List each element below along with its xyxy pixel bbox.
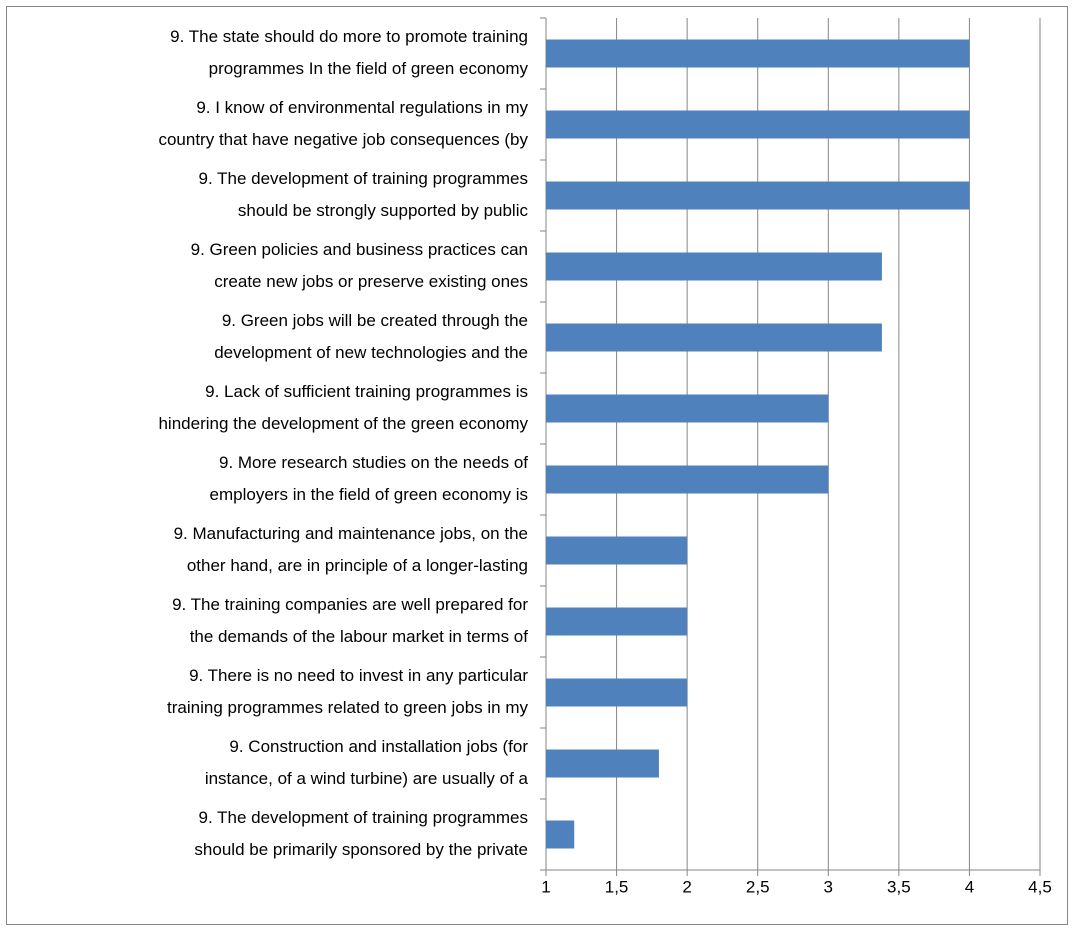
bar: [546, 749, 659, 778]
x-tick-label: 3: [824, 877, 833, 896]
bar: [546, 678, 688, 707]
y-tick-label: 9. Manufacturing and maintenance jobs, o…: [174, 524, 528, 543]
y-tick-label: the demands of the labour market in term…: [190, 627, 529, 646]
y-tick-label: development of new technologies and the: [214, 343, 528, 362]
x-tick-label: 1,5: [605, 877, 629, 896]
y-tick-label: 9. The state should do more to promote t…: [170, 27, 528, 46]
x-tick-label: 3,5: [887, 877, 911, 896]
y-tick-label: should be strongly supported by public: [238, 201, 529, 220]
y-tick-label: 9. More research studies on the needs of: [219, 453, 528, 472]
x-tick-label: 2,5: [746, 877, 770, 896]
y-tick-label: training programmes related to green job…: [167, 698, 528, 717]
x-tick-label: 4,5: [1028, 877, 1052, 896]
x-tick-label: 1: [541, 877, 550, 896]
y-tick-label: should be primarily sponsored by the pri…: [194, 840, 528, 859]
y-tick-label: instance, of a wind turbine) are usually…: [205, 769, 529, 788]
y-tick-label: other hand, are in principle of a longer…: [187, 556, 528, 575]
x-tick-label: 2: [682, 877, 691, 896]
bar: [546, 536, 688, 565]
bar: [546, 394, 829, 423]
bar: [546, 252, 882, 281]
bar: [546, 465, 829, 494]
bar: [546, 39, 970, 68]
y-tick-label: country that have negative job consequen…: [158, 130, 528, 149]
y-tick-label: hindering the development of the green e…: [158, 414, 528, 433]
chart-border: [6, 6, 1068, 925]
y-tick-label: create new jobs or preserve existing one…: [214, 272, 528, 291]
y-tick-label: 9. The development of training programme…: [199, 808, 528, 827]
y-tick-label: programmes In the field of green economy: [209, 59, 529, 78]
y-tick-label: 9. The development of training programme…: [199, 169, 528, 188]
bar: [546, 323, 882, 352]
y-tick-label: employers in the field of green economy …: [210, 485, 528, 504]
x-tick-label: 4: [965, 877, 974, 896]
y-tick-label: 9. Lack of sufficient training programme…: [205, 382, 528, 401]
y-tick-label: 9. Construction and installation jobs (f…: [229, 737, 528, 756]
y-tick-label: 9. I know of environmental regulations i…: [196, 98, 528, 117]
y-tick-label: 9. There is no need to invest in any par…: [189, 666, 528, 685]
bar: [546, 607, 688, 636]
bar: [546, 820, 575, 849]
bar: [546, 110, 970, 139]
y-tick-label: 9. The training companies are well prepa…: [172, 595, 528, 614]
y-tick-label: 9. Green policies and business practices…: [191, 240, 528, 259]
bar: [546, 181, 970, 210]
y-tick-label: 9. Green jobs will be created through th…: [222, 311, 528, 330]
